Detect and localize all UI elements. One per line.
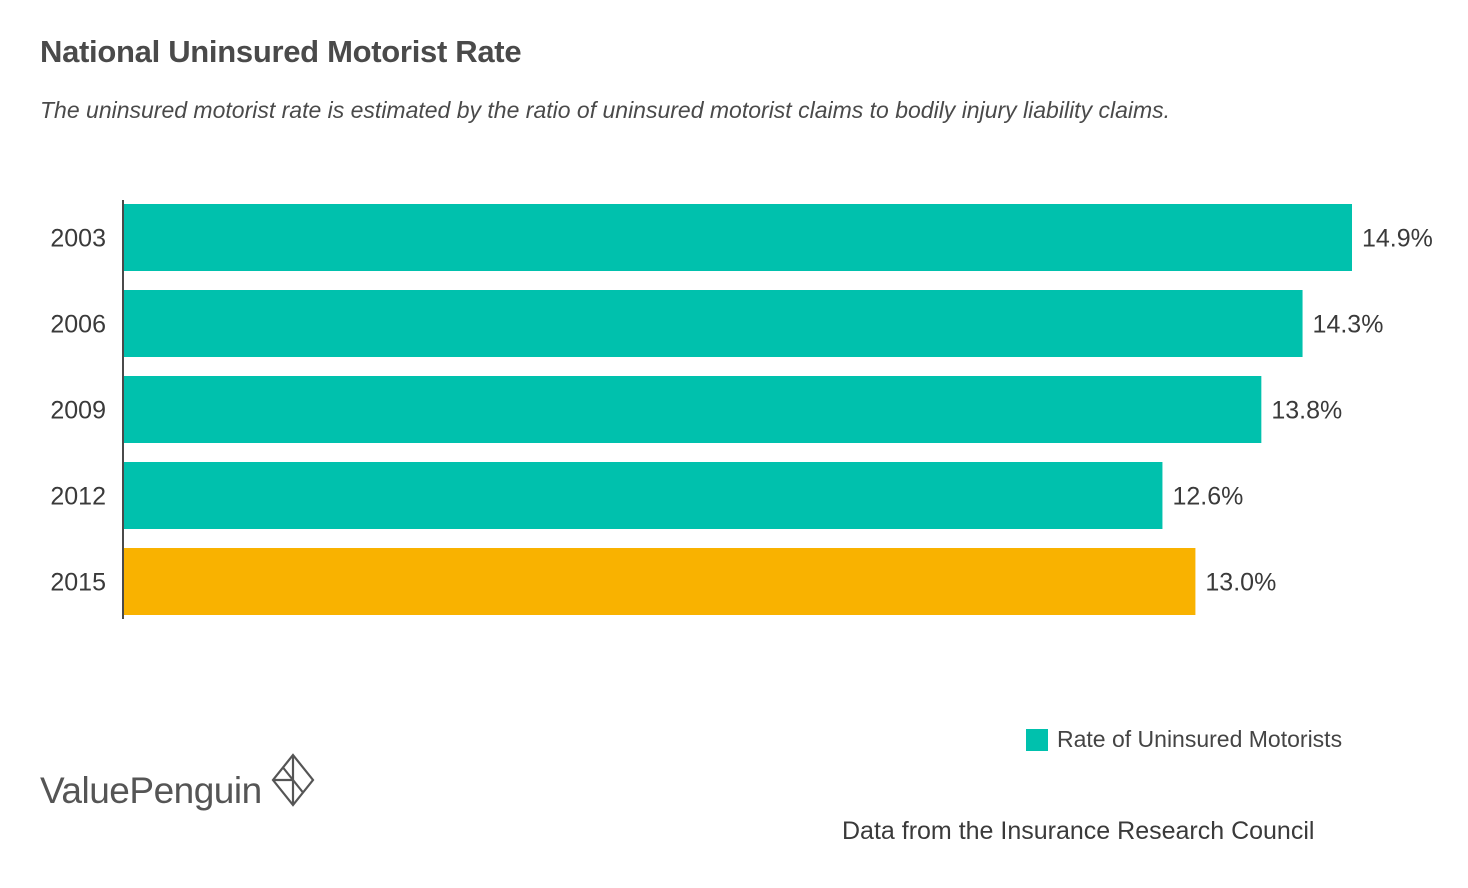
legend-swatch [1026, 728, 1048, 751]
brand-name: ValuePenguin [40, 770, 262, 811]
value-label-2012: 12.6% [1172, 483, 1243, 511]
brand-logo: ValuePenguin [40, 753, 316, 812]
chart-title: National Uninsured Motorist Rate [40, 34, 522, 69]
category-label-2009: 2009 [50, 397, 106, 425]
diamond-lines-icon [271, 753, 315, 807]
value-label-2003: 14.9% [1362, 225, 1433, 253]
category-label-2006: 2006 [50, 311, 106, 339]
source-note: Data from the Insurance Research Council [842, 817, 1315, 845]
bar-2009 [124, 376, 1262, 443]
bar-2003 [124, 204, 1352, 271]
category-label-2012: 2012 [50, 483, 106, 511]
bar-2006 [124, 290, 1303, 357]
bar-2015 [124, 548, 1196, 615]
value-label-2015: 13.0% [1205, 569, 1276, 597]
category-label-2015: 2015 [50, 569, 106, 597]
bar-chart: 2003 14.9% 2006 14.3% 2009 13.8% 2012 12.6% 2015… [50, 200, 1433, 619]
legend: Rate of Uninsured Motorists [1026, 726, 1342, 753]
value-label-2006: 14.3% [1313, 311, 1384, 339]
chart-subtitle: The uninsured motorist rate is estimated… [40, 97, 1171, 123]
category-label-2003: 2003 [50, 225, 106, 253]
bar-2012 [124, 462, 1163, 529]
legend-label: Rate of Uninsured Motorists [1057, 726, 1343, 752]
value-label-2009: 13.8% [1271, 397, 1342, 425]
